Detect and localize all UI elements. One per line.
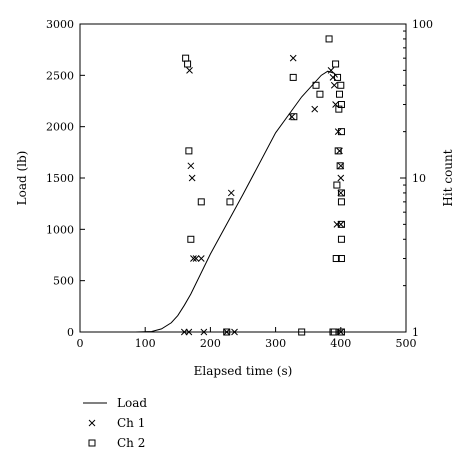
- ch2-point: [336, 162, 344, 170]
- ch1-point: [227, 189, 235, 197]
- legend-ch2-marker: [88, 439, 96, 447]
- x-tick-label: 200: [200, 337, 221, 350]
- legend-ch1-marker: [88, 419, 96, 427]
- y2-tick-label: 10: [412, 172, 426, 185]
- legend: Load Ch 1 Ch 2: [83, 396, 147, 450]
- ch2-point: [337, 101, 345, 109]
- ch1-point: [190, 255, 197, 262]
- ch2-point: [332, 255, 340, 263]
- x-tick-label: 500: [396, 337, 417, 350]
- y2-tick-label: 1: [412, 326, 419, 339]
- y2-axis-label: Hit count: [441, 149, 455, 206]
- ch1-point: [188, 174, 196, 182]
- plot-frame: [79, 23, 407, 333]
- ch2-point: [184, 60, 192, 68]
- y-tick-label: 500: [53, 275, 74, 288]
- y-tick-label: 0: [67, 326, 74, 339]
- ch1-point: [197, 255, 205, 262]
- ch2-point: [187, 235, 195, 243]
- ch1-point: [327, 67, 335, 74]
- ch2-point: [337, 81, 345, 89]
- y-tick-label: 2000: [46, 121, 74, 134]
- x-axis-label: Elapsed time (s): [194, 364, 293, 378]
- ch1-point: [289, 54, 297, 62]
- ch2-point: [337, 189, 345, 197]
- ch2-point: [197, 198, 205, 206]
- y-axis-label: Load (lb): [15, 151, 29, 206]
- ch2-point: [335, 90, 343, 98]
- ch2-point: [298, 328, 306, 336]
- ch2-point: [289, 73, 297, 81]
- ch1-point: [311, 105, 319, 113]
- load-line: [135, 70, 338, 333]
- ch1-point: [223, 328, 231, 336]
- ch2-point: [337, 128, 345, 136]
- y-tick-label: 1000: [46, 223, 74, 236]
- y-axis-ticks: 0 500 1000 1500 2000 2500 3000: [46, 18, 85, 339]
- ch2-point: [290, 113, 298, 121]
- ch1-point: [329, 74, 337, 81]
- ch1-point: [231, 328, 238, 336]
- ch1-point: [186, 67, 193, 74]
- series-ch2: [182, 35, 345, 336]
- ch2-point: [330, 328, 338, 336]
- ch2-point: [316, 90, 324, 98]
- ch1-point: [200, 328, 208, 336]
- ch2-point: [332, 60, 340, 68]
- ch2-point: [337, 235, 345, 243]
- ch2-point: [337, 220, 345, 228]
- y-tick-label: 2500: [46, 69, 74, 82]
- ch2-point: [337, 198, 345, 206]
- ch1-point: [187, 162, 195, 170]
- ch2-point: [223, 328, 231, 336]
- x-tick-label: 100: [135, 337, 156, 350]
- ch2-point: [333, 181, 341, 189]
- y2-tick-label: 100: [412, 18, 433, 31]
- x-tick-label: 400: [330, 337, 351, 350]
- ch1-point: [192, 255, 200, 262]
- y-tick-label: 1500: [46, 172, 74, 185]
- ch1-point: [288, 113, 296, 121]
- ch1-point: [185, 328, 193, 336]
- ch1-point: [330, 81, 338, 89]
- ch2-point: [312, 81, 320, 89]
- legend-ch1-label: Ch 1: [117, 416, 145, 430]
- x-tick-label: 300: [265, 337, 286, 350]
- series-load: [135, 70, 338, 333]
- legend-ch2-label: Ch 2: [117, 436, 145, 450]
- ch2-point: [226, 198, 234, 206]
- ch2-point: [337, 328, 345, 336]
- y2-axis-ticks: 1 10 100: [400, 18, 433, 339]
- ch1-point: [337, 174, 345, 182]
- legend-load-label: Load: [117, 396, 147, 410]
- ch2-point: [182, 54, 190, 62]
- ch2-point: [334, 147, 342, 155]
- ch2-point: [334, 73, 342, 81]
- x-tick-label: 0: [77, 337, 84, 350]
- ch2-point: [337, 255, 345, 263]
- x-axis-ticks: 0 100 200 300 400 500: [77, 327, 417, 350]
- ch2-point: [185, 147, 193, 155]
- ch2-point: [325, 35, 333, 43]
- y-tick-label: 3000: [46, 18, 74, 31]
